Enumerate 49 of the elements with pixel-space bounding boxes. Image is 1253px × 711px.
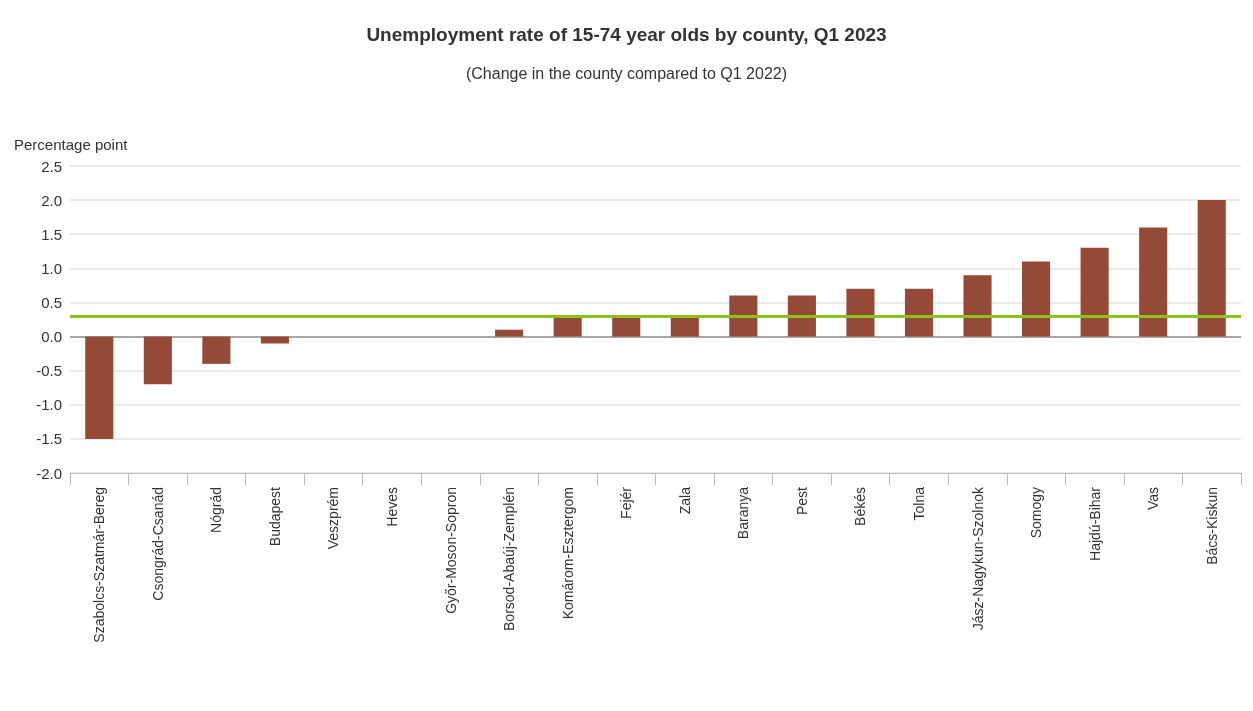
bar xyxy=(612,316,641,337)
bar xyxy=(670,316,699,337)
x-tick-label: Békés xyxy=(852,487,869,526)
x-tick-label: Fejér xyxy=(618,486,635,519)
bar xyxy=(553,316,582,337)
y-tick-label: -1.5 xyxy=(36,430,62,448)
y-tick-label: -2.0 xyxy=(36,464,62,482)
x-tick-label: Veszprém xyxy=(325,487,342,550)
y-tick-label: 0.0 xyxy=(41,328,62,346)
x-tick-label: Tolna xyxy=(910,486,927,521)
bar xyxy=(729,295,758,337)
chart-subtitle: (Change in the county compared to Q1 2022) xyxy=(465,64,788,82)
bar xyxy=(1022,261,1051,337)
bar xyxy=(495,329,524,337)
x-tick-label: Nógrád xyxy=(208,487,225,533)
x-tick-label: Szabolcs-Szatmár-Bereg xyxy=(91,487,108,643)
x-tick-label: Borsod-Abaúj-Zemplén xyxy=(501,487,518,631)
x-tick-label: Bács-Kiskun xyxy=(1203,487,1220,565)
bar xyxy=(963,275,992,337)
bar xyxy=(1080,247,1109,337)
x-tick-label: Komárom-Esztergom xyxy=(559,487,576,620)
bar xyxy=(1197,200,1226,337)
x-tick-label: Pest xyxy=(793,486,810,516)
y-tick-label: 2.5 xyxy=(41,157,62,175)
bar xyxy=(904,288,934,337)
x-tick-label: Győr-Moson-Sopron xyxy=(442,487,459,614)
y-tick-label: 1.0 xyxy=(41,259,62,277)
y-axis-title: Percentage point xyxy=(14,136,129,153)
x-tick-label: Csongrád-Csanád xyxy=(149,487,166,601)
x-tick-label: Jász-Nagykun-Szolnok xyxy=(969,486,986,631)
bar xyxy=(85,336,114,439)
bar xyxy=(787,295,816,337)
bar xyxy=(1139,227,1168,337)
bar xyxy=(143,336,172,385)
y-tick-label: 1.5 xyxy=(41,225,62,243)
bar xyxy=(202,336,231,364)
y-tick-label: -1.0 xyxy=(36,396,62,414)
x-tick-label: Vas xyxy=(1145,487,1162,511)
y-tick-label: 2.0 xyxy=(41,191,62,209)
x-tick-label: Somogy xyxy=(1028,487,1045,539)
y-tick-label: 0.5 xyxy=(41,293,62,311)
chart-title: Unemployment rate of 15-74 year olds by county, Q1 2023 xyxy=(366,24,887,45)
x-tick-label: Heves xyxy=(384,487,401,527)
bar xyxy=(846,288,875,337)
x-tick-label: Zala xyxy=(676,486,693,515)
x-tick-label: Baranya xyxy=(735,486,752,540)
x-tick-label: Budapest xyxy=(266,486,283,547)
x-tick-label: Hajdú-Bihar xyxy=(1086,486,1103,561)
y-tick-label: -0.5 xyxy=(36,362,62,380)
